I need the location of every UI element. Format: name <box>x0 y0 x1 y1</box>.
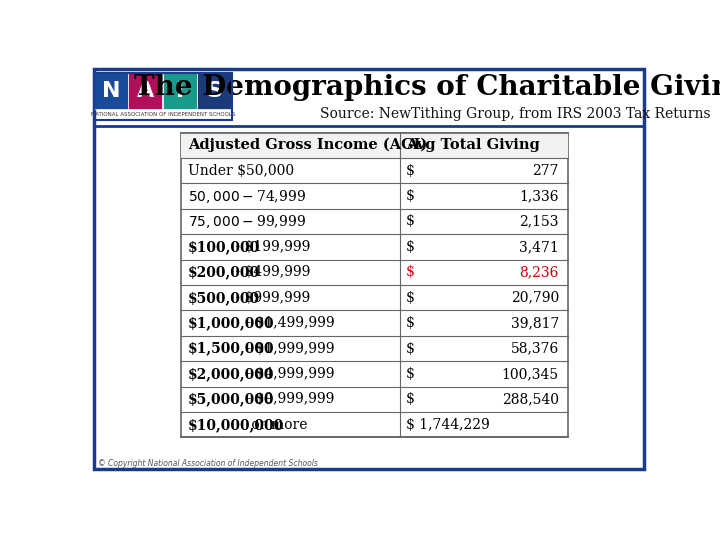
Text: 39,817: 39,817 <box>510 316 559 330</box>
Text: Source: NewTithing Group, from IRS 2003 Tax Returns: Source: NewTithing Group, from IRS 2003 … <box>320 107 711 121</box>
Text: $2,000,000: $2,000,000 <box>188 367 274 381</box>
Bar <box>128 72 162 110</box>
Bar <box>94 72 232 120</box>
Text: Adjusted Gross Income (AGI): Adjusted Gross Income (AGI) <box>188 138 427 152</box>
Text: $50,000 - $74,999: $50,000 - $74,999 <box>188 187 305 205</box>
Text: $: $ <box>406 393 415 407</box>
Text: A: A <box>137 81 154 101</box>
Text: The Demographics of Charitable Giving: The Demographics of Charitable Giving <box>134 75 720 102</box>
Text: - $1,999,999: - $1,999,999 <box>242 341 334 355</box>
Bar <box>94 72 127 110</box>
Text: $100,000: $100,000 <box>188 240 260 254</box>
Text: 3,471: 3,471 <box>519 240 559 254</box>
Bar <box>181 132 568 158</box>
Text: - $1,499,999: - $1,499,999 <box>242 316 335 330</box>
Text: S: S <box>207 81 222 101</box>
Text: $: $ <box>406 316 415 330</box>
Text: 2,153: 2,153 <box>519 214 559 228</box>
Text: I: I <box>176 81 184 101</box>
Text: $: $ <box>406 189 415 203</box>
Text: or more: or more <box>248 418 308 432</box>
Bar <box>197 72 231 110</box>
Text: $: $ <box>406 341 415 355</box>
Text: $: $ <box>406 367 415 381</box>
Text: 20,790: 20,790 <box>510 291 559 305</box>
Text: $200,000: $200,000 <box>188 265 260 279</box>
Text: 8,236: 8,236 <box>520 265 559 279</box>
Text: 277: 277 <box>532 164 559 178</box>
Text: $: $ <box>406 291 415 305</box>
Text: $1,000,000: $1,000,000 <box>188 316 274 330</box>
Text: - $4,999,999: - $4,999,999 <box>242 367 334 381</box>
Text: 288,540: 288,540 <box>502 393 559 407</box>
Text: $10,000,000: $10,000,000 <box>188 418 284 432</box>
Text: N: N <box>102 81 120 101</box>
Text: Avg Total Giving: Avg Total Giving <box>406 138 540 152</box>
Text: - $999,999: - $999,999 <box>231 291 310 305</box>
Text: $ 1,744,229: $ 1,744,229 <box>406 418 490 432</box>
Text: 100,345: 100,345 <box>502 367 559 381</box>
Text: - $9,999,999: - $9,999,999 <box>242 393 334 407</box>
Bar <box>181 132 568 437</box>
Text: $: $ <box>406 214 415 228</box>
Text: - $199,999: - $199,999 <box>231 240 310 254</box>
Text: Under $50,000: Under $50,000 <box>188 164 294 178</box>
Text: $1,500,000: $1,500,000 <box>188 341 274 355</box>
Text: $: $ <box>406 265 415 279</box>
Text: $5,000,000: $5,000,000 <box>188 393 274 407</box>
Text: NATIONAL ASSOCIATION OF INDEPENDENT SCHOOLS: NATIONAL ASSOCIATION OF INDEPENDENT SCHO… <box>91 112 235 117</box>
Text: 1,336: 1,336 <box>519 189 559 203</box>
Bar <box>94 69 644 126</box>
Text: $500,000: $500,000 <box>188 291 260 305</box>
Text: - $499,999: - $499,999 <box>231 265 310 279</box>
Text: 58,376: 58,376 <box>510 341 559 355</box>
Text: $: $ <box>406 164 415 178</box>
Text: © Copyright National Association of Independent Schools: © Copyright National Association of Inde… <box>98 459 318 468</box>
Text: $: $ <box>406 240 415 254</box>
Bar <box>163 72 197 110</box>
Text: $75,000 - $99,999: $75,000 - $99,999 <box>188 213 305 230</box>
